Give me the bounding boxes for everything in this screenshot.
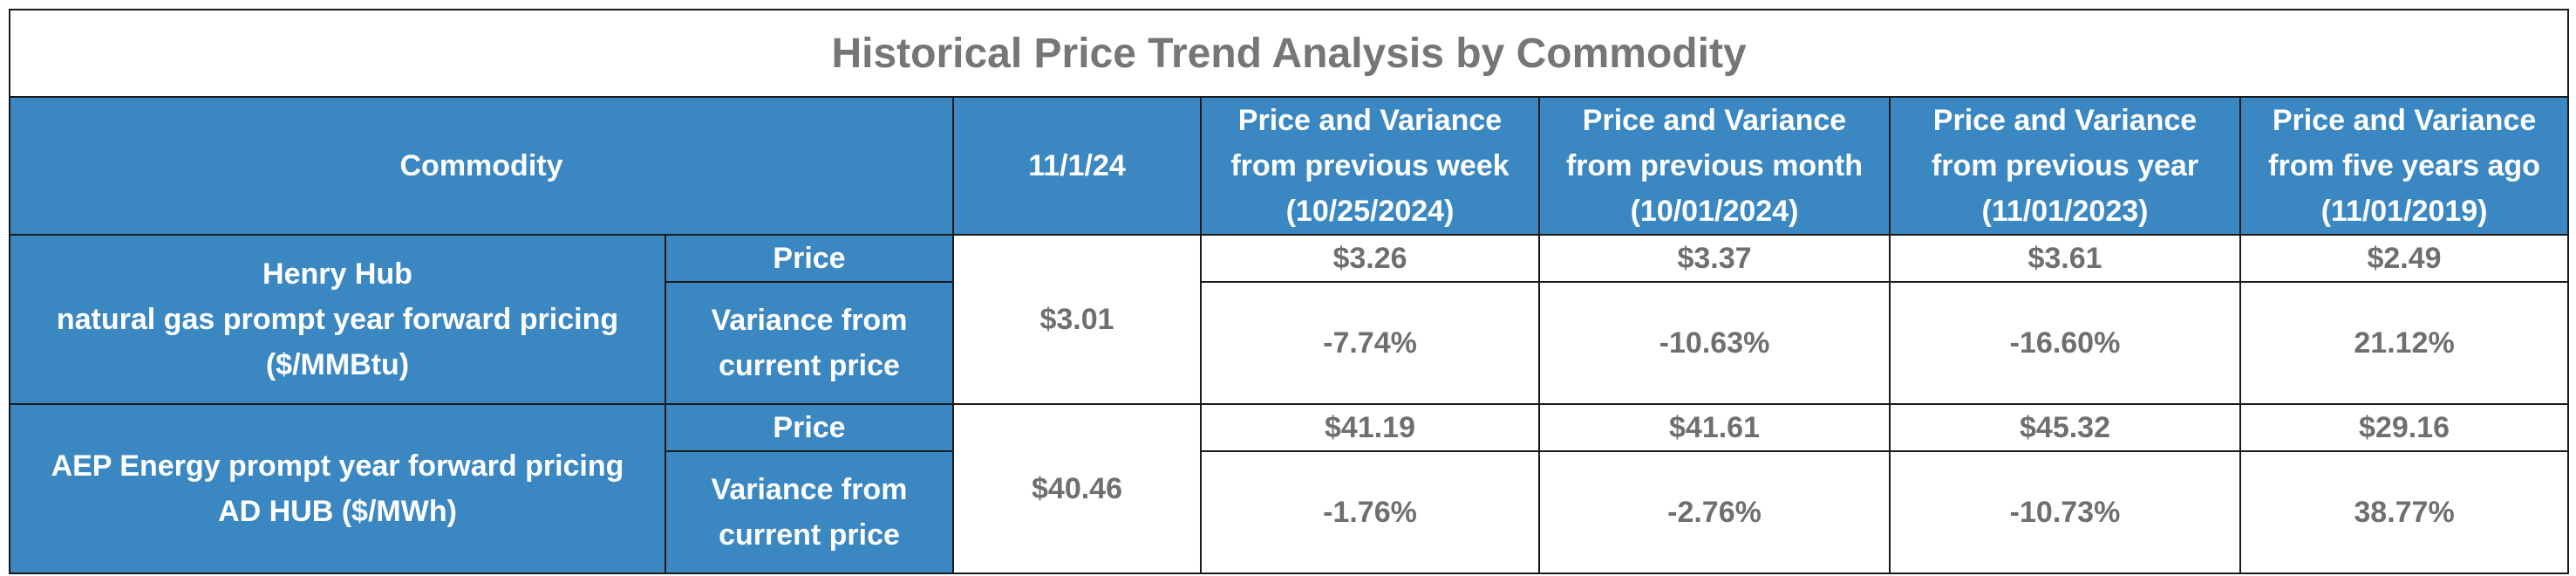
- header-line: (10/01/2024): [1630, 195, 1799, 228]
- price-cell: $2.49: [2239, 234, 2570, 283]
- table-row: Henry Hub natural gas prompt year forwar…: [9, 234, 2570, 405]
- row-label-variance: Variance from current price: [664, 281, 954, 405]
- price-cell: $29.16: [2239, 403, 2570, 452]
- commodity-name-henry-hub: Henry Hub natural gas prompt year forwar…: [9, 234, 666, 405]
- price-cell: $3.61: [1889, 234, 2241, 283]
- price-cell: $41.19: [1200, 403, 1540, 452]
- variance-cell: 38.77%: [2239, 450, 2570, 574]
- current-price-cell: $40.46: [952, 403, 1202, 574]
- commodity-name-line: natural gas prompt year forward pricing: [56, 303, 619, 336]
- header-line: (10/25/2024): [1285, 195, 1455, 228]
- variance-cell: -7.74%: [1200, 281, 1540, 405]
- variance-cell: -10.73%: [1889, 450, 2241, 574]
- commodity-name-line: AD HUB ($/MWh): [218, 495, 457, 528]
- row-label-line: Variance from: [711, 473, 908, 506]
- header-previous-year: Price and Variance from previous year (1…: [1889, 96, 2241, 236]
- variance-cell: -1.76%: [1200, 450, 1540, 574]
- table-title: Historical Price Trend Analysis by Commo…: [8, 9, 2570, 98]
- price-cell: $3.26: [1200, 234, 1540, 283]
- header-line: (11/01/2023): [1981, 195, 2149, 228]
- header-line: from five years ago: [2268, 149, 2540, 182]
- current-price-cell: $3.01: [952, 234, 1202, 405]
- row-label-line: current price: [719, 349, 900, 382]
- row-label-price: Price: [664, 234, 954, 283]
- row-label-line: current price: [719, 518, 900, 552]
- row-label-variance: Variance from current price: [664, 450, 954, 574]
- price-cell: $41.61: [1538, 403, 1891, 452]
- commodity-name-line: Henry Hub: [262, 257, 412, 291]
- row-label-price: Price: [664, 403, 954, 452]
- header-commodity: Commodity: [9, 96, 954, 236]
- header-line: from previous week: [1230, 149, 1509, 182]
- header-current-date: 11/1/24: [952, 96, 1202, 236]
- table-row: Variance from current price -7.74% -10.6…: [10, 281, 2570, 405]
- variance-cell: 21.12%: [2239, 281, 2570, 405]
- price-cell: $45.32: [1889, 403, 2241, 452]
- header-line: Price and Variance: [1932, 104, 2198, 137]
- header-line: Price and Variance: [1582, 104, 1847, 137]
- commodity-name-line: AEP Energy prompt year forward pricing: [51, 449, 624, 483]
- table-row: Variance from current price -1.76% -2.76…: [10, 450, 2570, 574]
- header-five-years-ago: Price and Variance from five years ago (…: [2239, 96, 2570, 236]
- table-row: AEP Energy prompt year forward pricing A…: [9, 403, 2570, 574]
- price-trend-table-container: Historical Price Trend Analysis by Commo…: [8, 9, 2570, 574]
- header-previous-week: Price and Variance from previous week (1…: [1200, 96, 1540, 236]
- header-line: from previous month: [1565, 149, 1864, 182]
- price-trend-table: Historical Price Trend Analysis by Commo…: [8, 9, 2570, 574]
- header-line: Price and Variance: [2272, 104, 2537, 137]
- variance-cell: -16.60%: [1889, 281, 2241, 405]
- header-previous-month: Price and Variance from previous month (…: [1538, 96, 1891, 236]
- row-label-line: Variance from: [711, 304, 908, 337]
- header-line: Price and Variance: [1237, 104, 1503, 137]
- commodity-name-aep-energy: AEP Energy prompt year forward pricing A…: [9, 403, 666, 574]
- commodity-name-line: ($/MMBtu): [265, 348, 410, 381]
- variance-cell: -10.63%: [1538, 281, 1891, 405]
- header-line: from previous year: [1931, 149, 2199, 182]
- header-line: (11/01/2019): [2320, 195, 2488, 228]
- price-cell: $3.37: [1538, 234, 1891, 283]
- variance-cell: -2.76%: [1538, 450, 1891, 574]
- header-row: Commodity 11/1/24 Price and Variance fro…: [9, 96, 2570, 236]
